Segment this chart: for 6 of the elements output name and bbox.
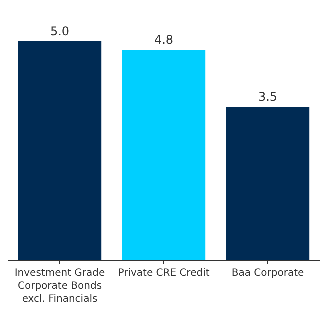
data-label: 3.5	[258, 90, 278, 104]
x-tick-label: Private CRE Credit	[118, 268, 210, 279]
data-label: 4.8	[154, 33, 174, 48]
x-tick-label: Baa Corporate	[232, 268, 304, 279]
data-label: 5.0	[50, 24, 70, 38]
x-tick-label: Investment Grade Corporate Bonds excl. Financials	[14, 268, 106, 305]
